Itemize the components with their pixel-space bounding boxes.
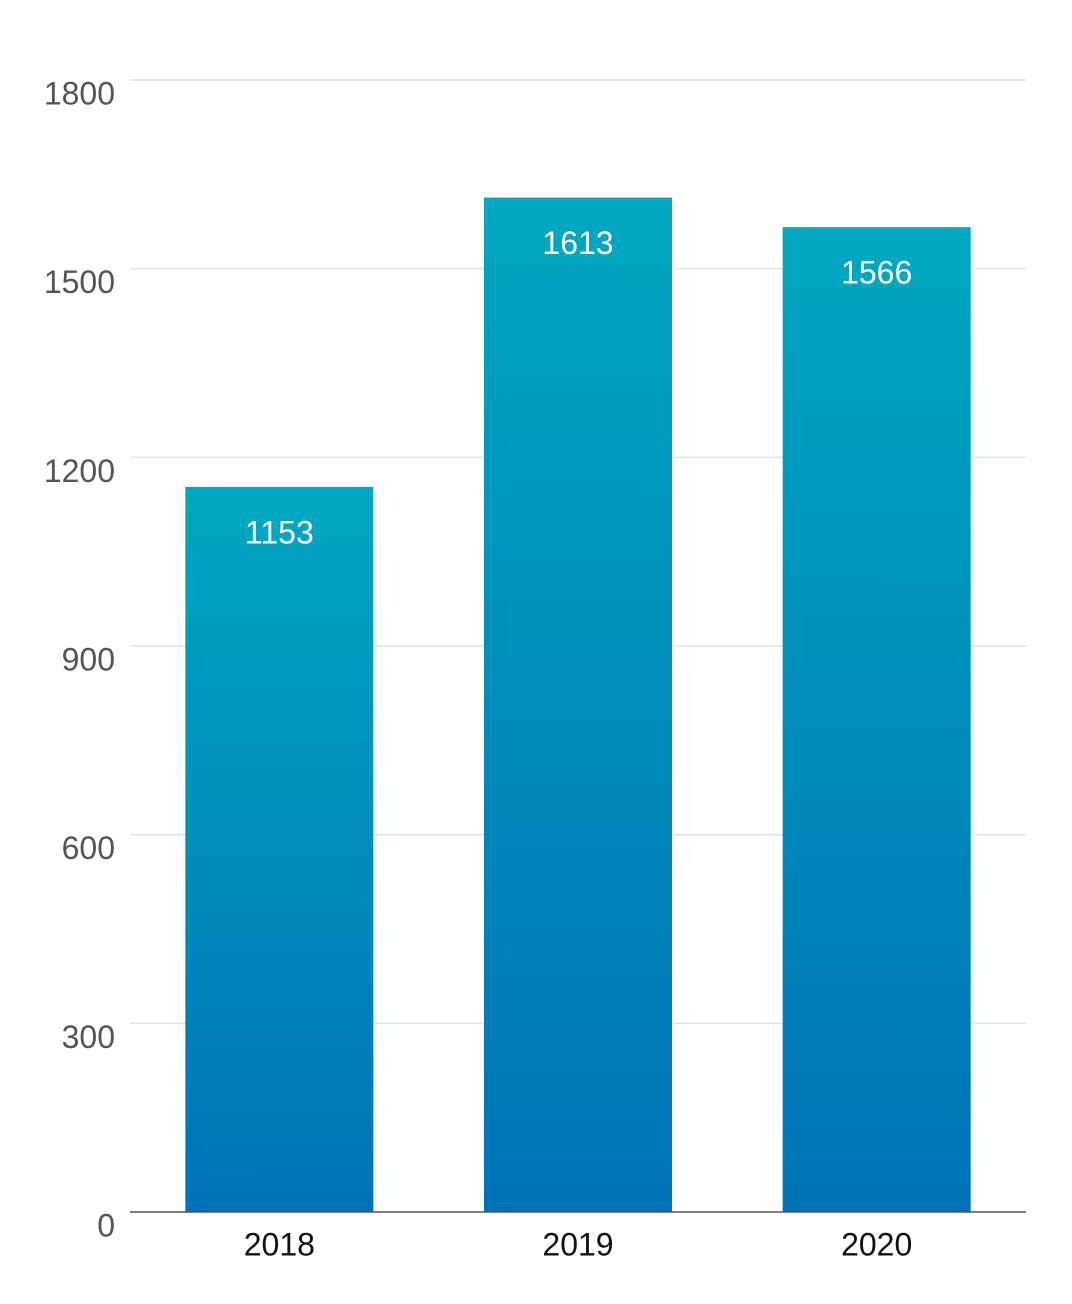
x-tick-label: 2018 [244,1226,315,1262]
y-tick-label: 1500 [44,264,115,300]
x-tick-label: 2019 [542,1226,613,1262]
y-tick-label: 0 [97,1207,115,1243]
y-tick-label: 300 [62,1019,115,1055]
bar [484,197,672,1212]
value-label: 1153 [245,514,314,550]
value-label: 1613 [542,225,613,261]
y-tick-label: 1800 [44,75,115,111]
y-tick-label: 1200 [44,453,115,489]
bar [782,227,971,1212]
y-tick-label: 900 [62,641,115,677]
bar [185,486,374,1212]
value-label: 1566 [841,255,912,291]
x-tick-label: 2020 [841,1226,912,1262]
y-tick-label: 600 [62,830,115,866]
